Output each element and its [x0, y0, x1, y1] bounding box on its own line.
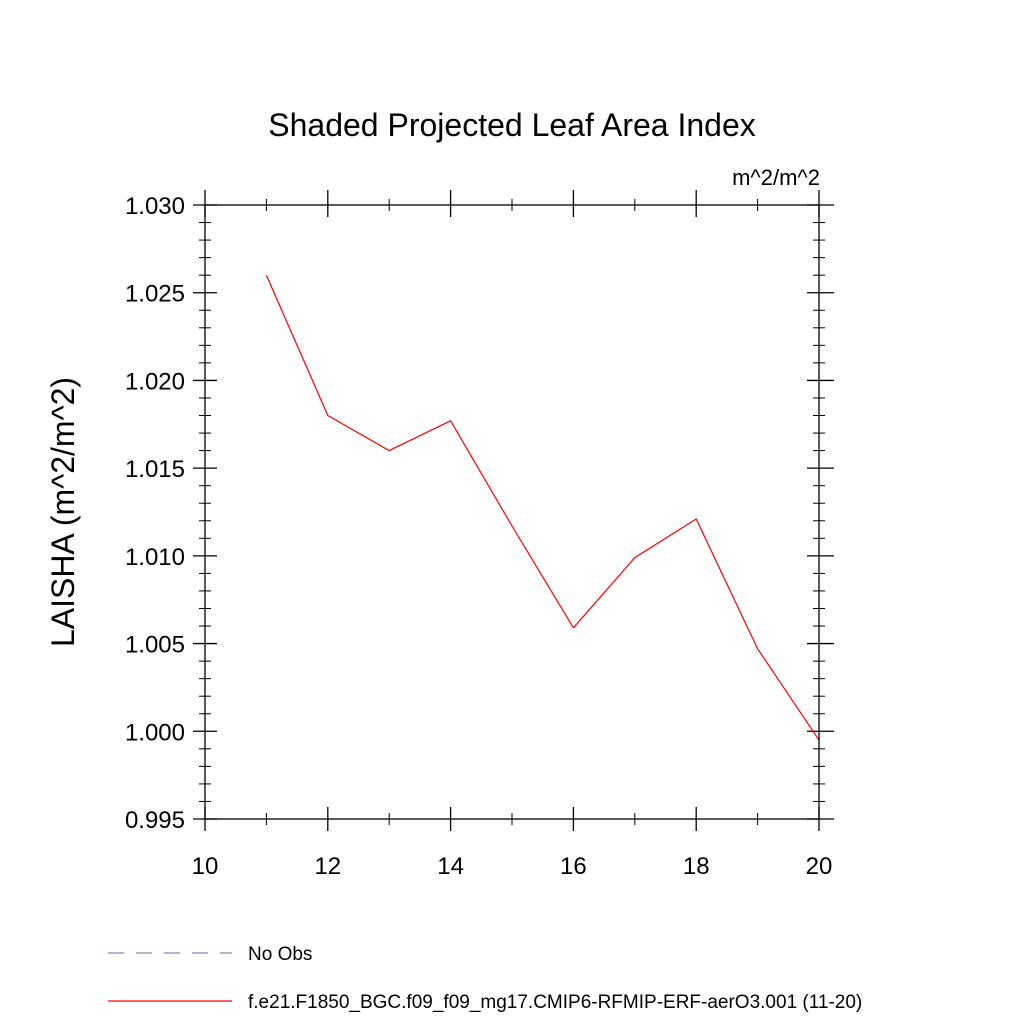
x-tick-label: 18: [683, 853, 710, 880]
y-tick-label: 1.030: [125, 193, 185, 220]
y-tick-label: 1.000: [125, 719, 185, 746]
series-layer: [265, 274, 820, 741]
y-tick-label: 1.010: [125, 544, 185, 571]
y-tick-labels: 0.995 1.000 1.005 1.010 1.015 1.020 1.025 1.030: [125, 193, 185, 834]
legend: No Obs f.e21.F1850_BGC.f09_f09_mg17.CMIP…: [108, 944, 862, 1013]
x-tick-label: 16: [560, 853, 587, 880]
x-tick-label: 10: [192, 853, 219, 880]
legend-label-no-obs: No Obs: [248, 944, 312, 965]
y-tick-label: 0.995: [125, 807, 185, 834]
x-tick-label: 12: [314, 853, 341, 880]
legend-label-model-run: f.e21.F1850_BGC.f09_f09_mg17.CMIP6-RFMIP…: [248, 992, 862, 1013]
y-axis-label: LAISHA (m^2/m^2): [45, 377, 81, 647]
x-tick-label: 14: [437, 853, 464, 880]
y-tick-label: 1.015: [125, 456, 185, 483]
y-tick-label: 1.005: [125, 632, 185, 659]
x-tick-labels: 10 12 14 16 18 20: [192, 853, 833, 880]
series-line: [265, 274, 820, 741]
y-tick-label: 1.025: [125, 281, 185, 308]
chart-title: Shaded Projected Leaf Area Index: [268, 107, 755, 143]
y-tick-label: 1.020: [125, 368, 185, 395]
axis-ticks: [193, 190, 834, 831]
plot-frame: [204, 204, 820, 820]
units-label: m^2/m^2: [732, 165, 820, 190]
x-tick-label: 20: [806, 853, 833, 880]
